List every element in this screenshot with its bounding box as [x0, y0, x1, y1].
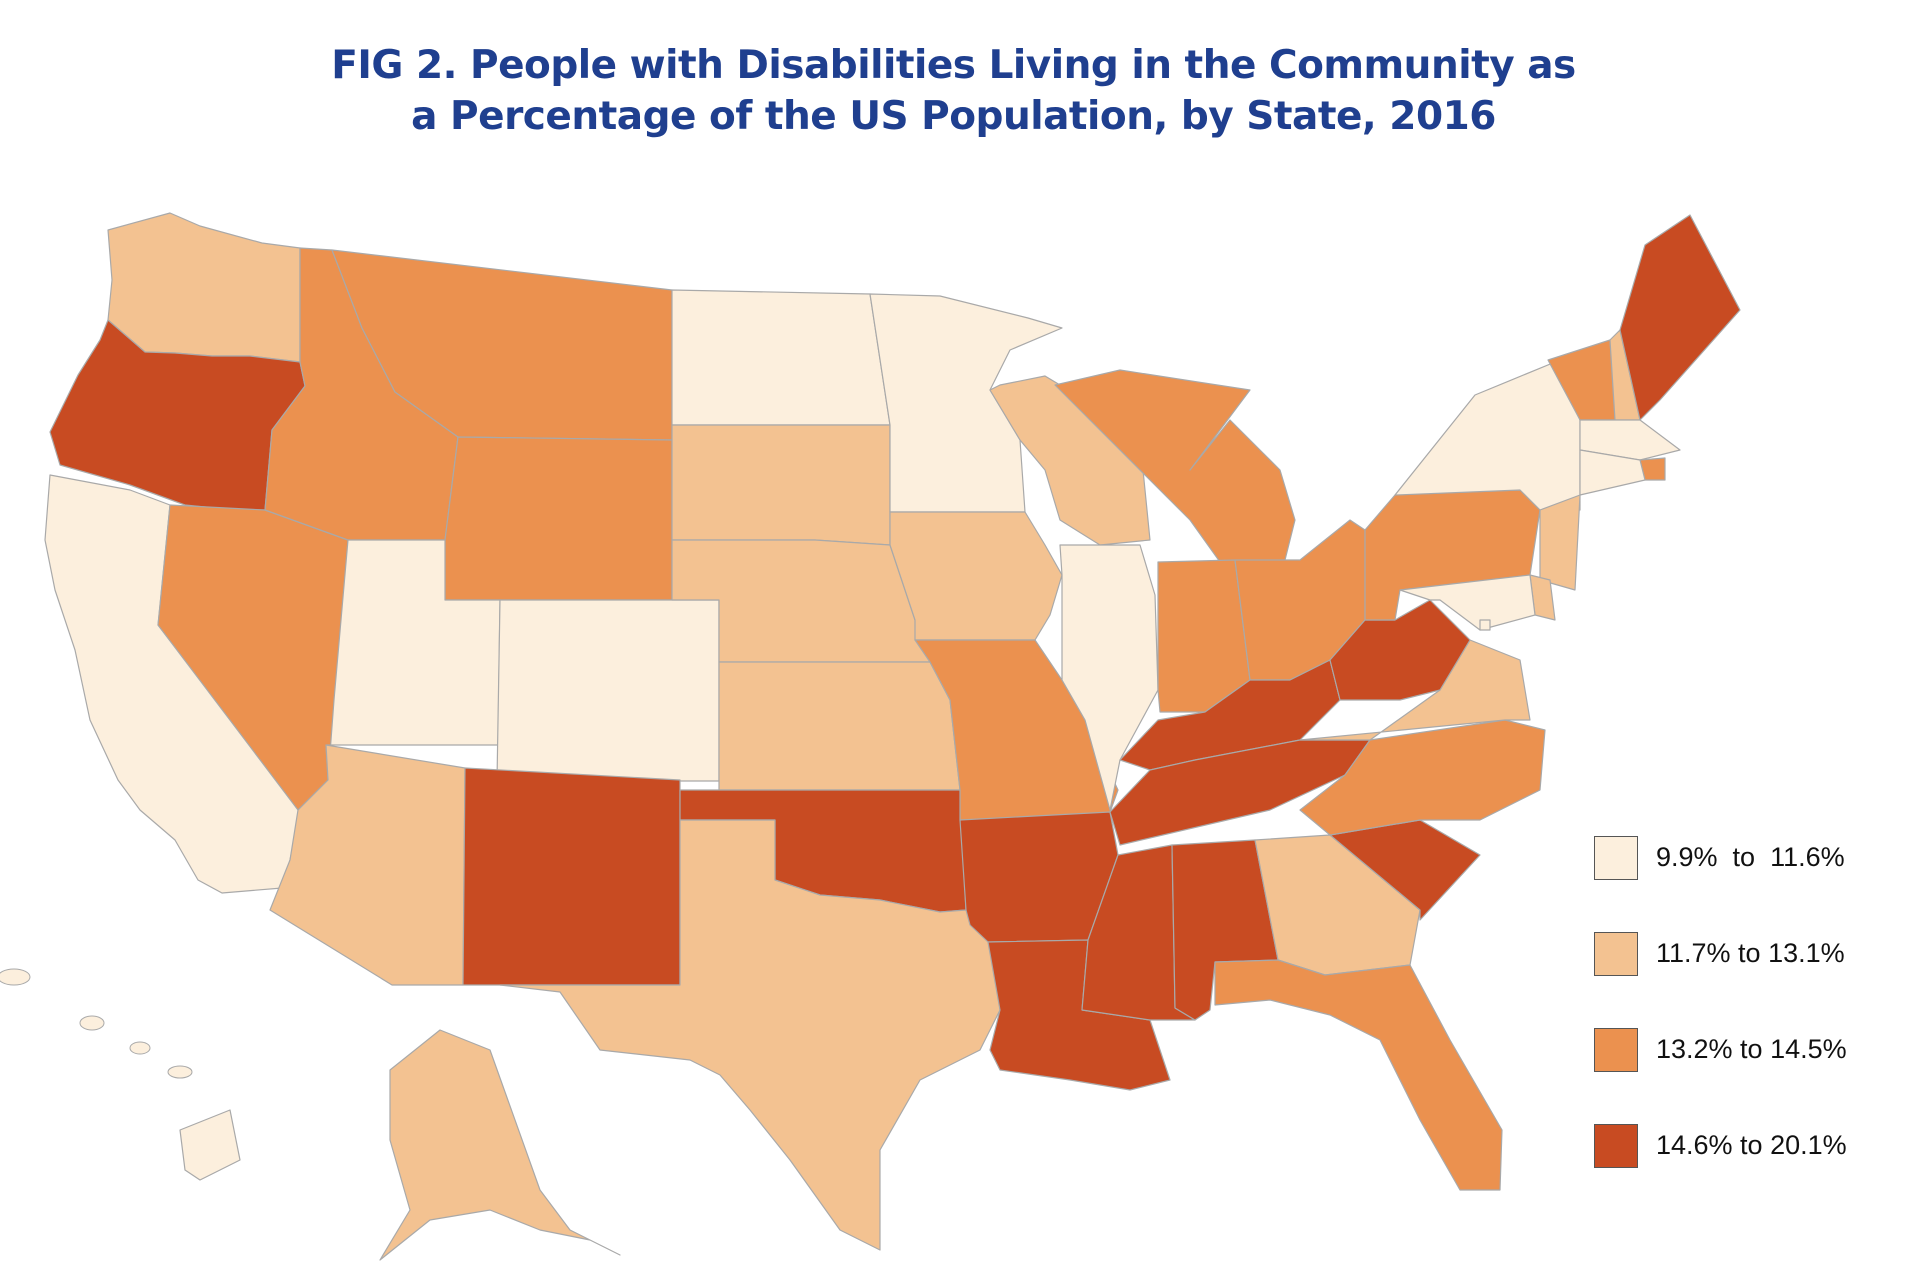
state-ks: [718, 661, 961, 791]
state-dc: [1479, 619, 1491, 631]
legend-label-1: 9.9% to 11.6%: [1656, 842, 1845, 872]
state-il: [1059, 544, 1159, 811]
state-me: [1619, 214, 1741, 421]
legend-label-2: 11.7% to 13.1%: [1656, 938, 1845, 968]
chart-title: FIG 2. People with Disabilities Living i…: [0, 40, 1907, 142]
chart-title-line-1: FIG 2. People with Disabilities Living i…: [331, 43, 1576, 88]
hawaii-island-2: [79, 1015, 105, 1031]
hawaii-island-1: [0, 968, 31, 986]
state-ct: [1579, 449, 1646, 496]
state-nc: [1299, 719, 1546, 836]
legend-label-3: 13.2% to 14.5%: [1656, 1034, 1847, 1064]
legend-swatch-2: [1594, 932, 1638, 976]
state-tx: [499, 819, 1001, 1251]
state-ny: [1394, 359, 1581, 511]
state-ma: [1579, 419, 1681, 461]
state-co: [496, 599, 720, 782]
state-nd: [671, 289, 891, 426]
state-va: [1299, 639, 1531, 741]
state-hi: [179, 1109, 241, 1181]
legend-swatch-3: [1594, 1028, 1638, 1072]
state-nm: [462, 767, 681, 986]
hawaii-island-4: [167, 1065, 193, 1079]
state-ak: [379, 1029, 621, 1261]
chart-title-line-2: a Percentage of the US Population, by St…: [411, 94, 1496, 139]
state-ia: [889, 511, 1063, 641]
state-fl: [1214, 959, 1503, 1191]
legend-label-4: 14.6% to 20.1%: [1656, 1130, 1847, 1160]
legend-swatch-1: [1594, 836, 1638, 880]
state-wa: [107, 212, 301, 363]
state-sd: [671, 424, 891, 546]
state-nj: [1539, 494, 1581, 591]
state-wy: [444, 436, 673, 601]
hawaii-island-3: [129, 1041, 151, 1055]
legend-swatch-4: [1594, 1124, 1638, 1168]
